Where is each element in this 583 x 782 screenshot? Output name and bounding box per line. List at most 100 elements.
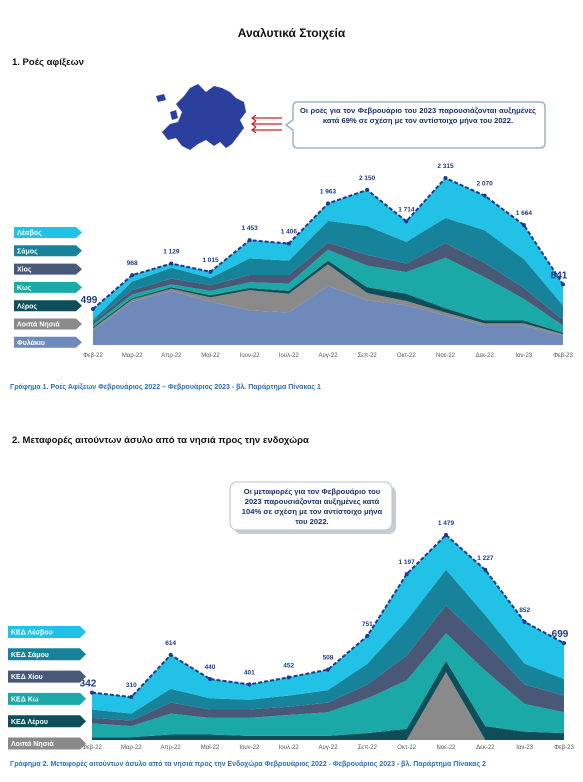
legend-swatch xyxy=(14,336,82,348)
data-label: 1 406 xyxy=(281,229,298,236)
data-label: 310 xyxy=(126,682,137,689)
x-tick-label: Φεβ-23 xyxy=(554,745,574,751)
total-point xyxy=(404,219,409,224)
total-point xyxy=(521,222,526,227)
data-label: 401 xyxy=(244,669,255,676)
total-point xyxy=(286,675,291,680)
x-tick-label: Σεπ-22 xyxy=(358,745,378,751)
legend-label: ΚΕΔ Κω xyxy=(11,697,39,704)
total-point xyxy=(326,667,330,672)
total-point xyxy=(561,282,565,287)
data-label: 968 xyxy=(127,260,138,267)
legend-swatch xyxy=(8,648,86,661)
data-label: 1 129 xyxy=(163,249,180,256)
x-tick-label: Μαϊ-22 xyxy=(201,353,220,359)
data-label: 614 xyxy=(165,640,176,647)
data-label: 499 xyxy=(81,295,98,306)
data-label: 1 015 xyxy=(202,257,219,264)
data-label: 699 xyxy=(552,629,569,640)
data-label: 1 963 xyxy=(320,188,337,195)
x-tick-label: Μαϊ-22 xyxy=(201,745,220,751)
total-point xyxy=(90,690,94,695)
legend-label: Λέσβος xyxy=(17,230,42,237)
x-tick-label: Νοε-22 xyxy=(436,745,456,751)
legend-label: ΚΕΔ Λέσβου xyxy=(11,630,53,637)
legend-label: Κως xyxy=(17,285,32,292)
data-label: 2 150 xyxy=(359,175,376,182)
data-label: 2 070 xyxy=(477,181,494,188)
area xyxy=(92,660,564,740)
x-tick-label: Απρ-22 xyxy=(161,745,182,751)
total-point xyxy=(483,567,488,572)
area xyxy=(93,285,563,345)
data-label: 1 197 xyxy=(399,559,416,566)
legend-swatch xyxy=(8,715,86,728)
x-tick-label: Ιαν-23 xyxy=(515,353,532,359)
legend-label: Λοιπά Νησιά xyxy=(17,322,60,329)
data-label: 440 xyxy=(205,664,216,671)
x-tick-label: Ιουλ-22 xyxy=(279,353,300,359)
x-tick-label: Αυγ-22 xyxy=(319,353,339,359)
legend-label: ΚΕΔ Χίου xyxy=(11,674,43,681)
data-label: 1 227 xyxy=(477,555,494,562)
data-label: 751 xyxy=(362,621,373,628)
x-tick-label: Νοε-22 xyxy=(436,353,456,359)
area xyxy=(92,535,564,714)
data-label: 852 xyxy=(519,607,530,614)
x-tick-label: Σεπ-22 xyxy=(358,353,378,359)
total-point xyxy=(522,619,527,624)
x-tick-label: Οκτ-22 xyxy=(397,745,416,751)
area xyxy=(93,249,563,333)
x-tick-label: Αυγ-22 xyxy=(319,745,339,751)
data-label: 452 xyxy=(283,662,294,669)
x-tick-label: Δεκ-22 xyxy=(476,745,495,751)
total-point xyxy=(443,176,448,180)
x-tick-label: Ιουλ-22 xyxy=(279,745,300,751)
area xyxy=(93,242,563,326)
area xyxy=(93,218,563,322)
chart-caption: Γράφημα 2. Μεταφορές αιτούντων άσυλο από… xyxy=(10,761,486,768)
legend-label: ΚΕΔ Σάμου xyxy=(11,652,49,659)
data-label: 1 479 xyxy=(438,520,455,527)
total-point xyxy=(247,682,252,687)
legend-label: Λοιπά Νησιά xyxy=(11,741,54,748)
x-tick-label: Απρ-22 xyxy=(161,353,182,359)
legend-label: Σάμος xyxy=(17,248,38,255)
data-label: 841 xyxy=(551,270,568,281)
area xyxy=(92,569,564,721)
x-tick-label: Μαρ-22 xyxy=(122,353,143,359)
callout-box xyxy=(229,481,393,531)
data-label: 342 xyxy=(80,679,97,690)
legend-swatch xyxy=(14,318,82,330)
area xyxy=(92,633,564,738)
arrows xyxy=(251,114,282,134)
legend-swatch xyxy=(8,626,86,638)
data-label: 508 xyxy=(323,655,334,662)
callout-text: Οι ροές για τον Φεβρουάριο του 2023 παρο… xyxy=(300,106,536,125)
x-tick-label: Φεβ-23 xyxy=(553,353,573,359)
legend-swatch xyxy=(14,300,82,312)
legend-swatch xyxy=(8,692,86,705)
total-point xyxy=(404,572,409,577)
europe-map xyxy=(156,84,246,150)
x-tick-label: Οκτ-22 xyxy=(397,353,416,359)
legend-label: Φυλάκιο xyxy=(17,339,45,347)
area xyxy=(93,178,563,320)
total-point xyxy=(365,187,370,192)
total-point xyxy=(208,269,213,274)
chart-caption: Γράφημα 1. Ροές Αφίξεων Φεβρουάριος 2022… xyxy=(10,384,321,391)
total-point xyxy=(562,641,566,646)
legend-label: Χίος xyxy=(17,267,32,274)
x-tick-label: Ιουν-22 xyxy=(239,745,260,751)
data-label: 1 714 xyxy=(398,206,415,213)
callout-box xyxy=(284,101,546,149)
legend-label: Λέρος xyxy=(17,303,37,310)
data-label: 2 315 xyxy=(437,163,454,170)
total-point xyxy=(169,261,174,266)
section-heading: 1. Ροές αφίξεων xyxy=(12,57,84,68)
legend-swatch xyxy=(8,737,86,750)
page-title: Αναλυτικά Στοιχεία xyxy=(237,26,346,40)
x-tick-label: Ιαν-23 xyxy=(516,745,533,751)
x-tick-label: Φεβ-22 xyxy=(83,353,103,359)
